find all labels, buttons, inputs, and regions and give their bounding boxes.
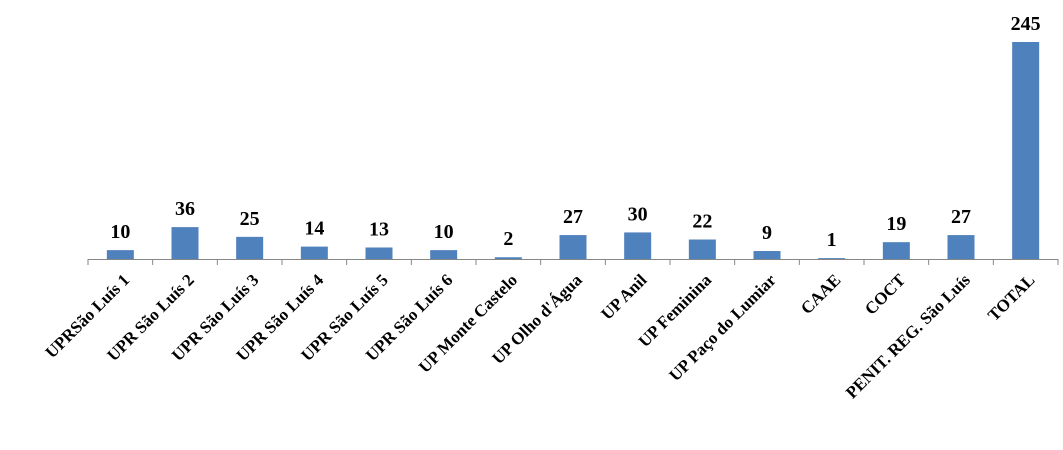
data-label: 27	[951, 206, 971, 228]
data-label: 245	[1011, 13, 1041, 35]
category-label: CAAE	[797, 270, 844, 317]
bar	[430, 250, 458, 259]
data-label: 9	[762, 222, 772, 244]
bar	[818, 258, 846, 260]
bar	[494, 257, 522, 259]
data-label: 10	[434, 221, 454, 243]
category-label: TOTAL	[984, 270, 1038, 324]
bar	[753, 251, 781, 259]
bar	[559, 235, 587, 259]
bar	[947, 235, 975, 259]
data-labels-layer: 10 36 25 14 13 10 2 27 30 22 9 1 19 27 245	[110, 13, 1040, 251]
data-label: 2	[503, 228, 513, 250]
bar	[300, 246, 328, 259]
bar	[171, 227, 199, 259]
category-label: COCT	[861, 270, 910, 319]
data-label: 30	[628, 203, 648, 225]
data-label: 19	[886, 213, 906, 235]
category-label: UP Anil	[597, 270, 650, 323]
bar	[365, 247, 393, 259]
data-label: 10	[110, 221, 130, 243]
bar	[624, 232, 652, 259]
bars-layer	[106, 42, 1040, 260]
data-label: 25	[240, 208, 260, 230]
data-label: 1	[827, 229, 837, 251]
category-label: UP Paço do Lumiar	[665, 270, 780, 385]
bar	[1012, 42, 1040, 259]
data-label: 13	[369, 218, 389, 240]
data-label: 27	[563, 206, 583, 228]
x-axis-ticks	[87, 259, 1059, 265]
bar	[882, 242, 910, 259]
data-label: 14	[304, 218, 324, 240]
bar	[688, 239, 716, 259]
category-label: PENIT. REG. São Luís	[842, 270, 974, 402]
data-label: 22	[692, 211, 712, 233]
bar	[236, 236, 264, 259]
data-label: 36	[175, 198, 195, 220]
bar	[106, 250, 134, 259]
